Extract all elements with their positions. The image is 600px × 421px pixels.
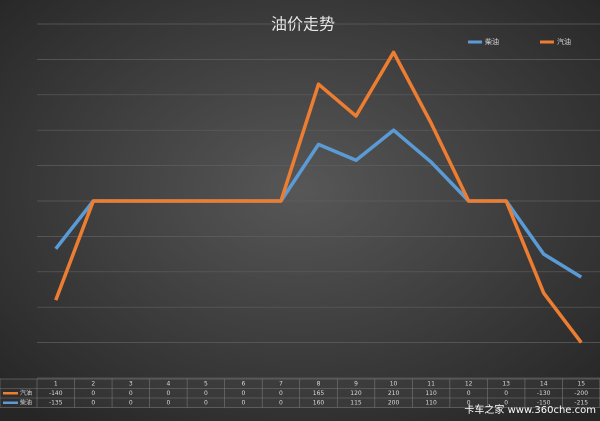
row-label: 柴油 [20, 398, 32, 406]
x-tick-label: 8 [317, 380, 321, 387]
x-tick-label: 12 [465, 380, 473, 387]
table-value: 110 [425, 390, 437, 397]
table-value: -200 [574, 390, 588, 397]
x-tick-label: 7 [279, 380, 283, 387]
table-value: 210 [388, 390, 400, 397]
x-tick-label: 6 [242, 380, 246, 387]
table-value: 0 [467, 399, 471, 406]
table-value: 0 [129, 390, 133, 397]
table-value: 0 [242, 390, 246, 397]
table-value: -140 [49, 390, 63, 397]
table-value: 115 [350, 399, 362, 406]
table-value: 0 [129, 399, 133, 406]
x-tick-label: 3 [129, 380, 133, 387]
x-tick-label: 2 [91, 380, 95, 387]
table-value: 0 [204, 399, 208, 406]
table-value: -130 [537, 390, 551, 397]
x-tick-label: 11 [427, 380, 435, 387]
table-value: -215 [574, 399, 588, 406]
table-value: 0 [166, 399, 170, 406]
watermark: 卡车之家 www.360che.com [464, 403, 596, 416]
x-tick-label: 10 [390, 380, 398, 387]
legend-label: 柴油 [485, 37, 499, 46]
table-value: 0 [166, 390, 170, 397]
table-value: 120 [350, 390, 362, 397]
table-value: 200 [388, 399, 400, 406]
table-value: 0 [91, 399, 95, 406]
row-label: 汽油 [20, 389, 32, 397]
table-value: 165 [313, 390, 325, 397]
data-line [54, 50, 583, 344]
table-value: 0 [467, 390, 471, 397]
x-tick-label: 5 [204, 380, 208, 387]
table-value: 0 [279, 399, 283, 406]
table-value: 0 [242, 399, 246, 406]
x-tick-label: 13 [502, 380, 510, 387]
x-tick-label: 1 [54, 380, 58, 387]
table-value: -150 [537, 399, 551, 406]
legend-label: 汽油 [557, 37, 571, 46]
table-value: 160 [313, 399, 325, 406]
table-value: 0 [504, 399, 508, 406]
table-value: -135 [49, 399, 63, 406]
x-tick-label: 4 [166, 380, 170, 387]
x-tick-label: 9 [354, 380, 358, 387]
table-value: 0 [204, 390, 208, 397]
table-value: 0 [504, 390, 508, 397]
table-value: 110 [425, 399, 437, 406]
x-tick-label: 14 [540, 380, 548, 387]
x-tick-label: 15 [577, 380, 585, 387]
table-value: 0 [91, 390, 95, 397]
table-value: 0 [279, 390, 283, 397]
